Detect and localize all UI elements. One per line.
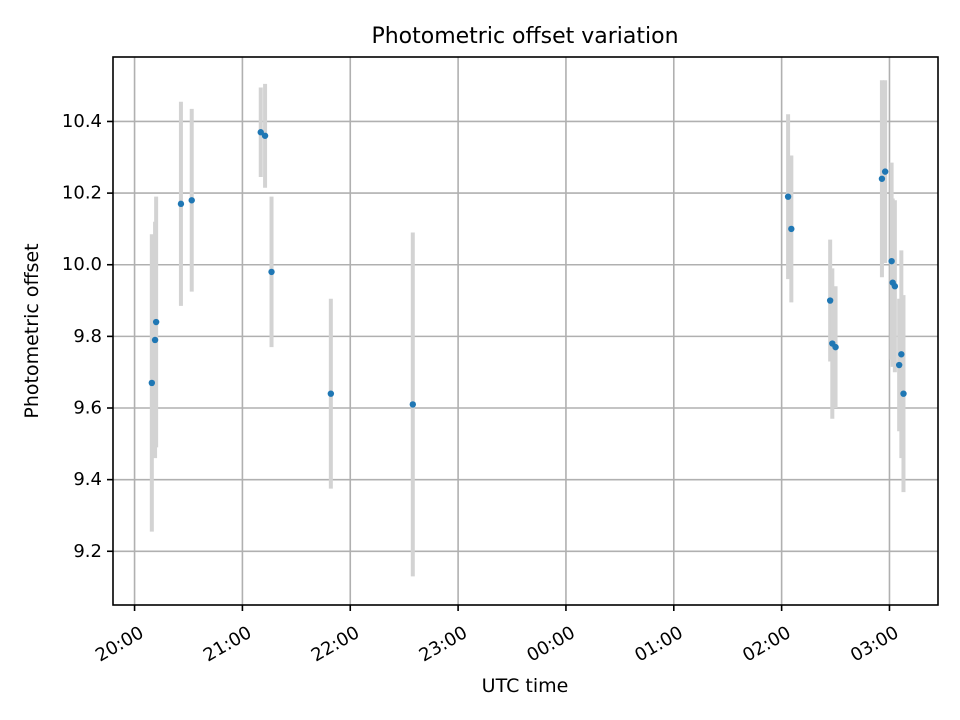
chart-title: Photometric offset variation [371,24,678,49]
y-tick-label: 10.4 [62,111,102,132]
data-point [261,132,269,139]
grid [113,57,938,605]
data-point [152,318,160,326]
data-point [900,390,907,397]
data-point [888,257,895,265]
data-point [826,297,834,304]
data-point [409,401,417,408]
data-point [177,200,185,208]
data-point [895,361,903,369]
y-tick-label: 9.8 [73,326,102,347]
y-tick-label: 9.2 [73,541,102,562]
data-point [148,379,156,387]
y-tick-label: 9.6 [73,398,102,419]
data-point [891,283,899,290]
plot-frame [112,56,939,606]
data-point [878,175,886,182]
y-axis-ticks: 9.2 9.4 9.6 9.8 10.0 10.2 10.4 [62,111,113,562]
data-point [327,390,335,397]
y-tick-label: 10.2 [62,183,102,204]
data-point [784,193,792,200]
data-point [188,197,195,204]
data-point [257,129,264,136]
y-tick-label: 9.4 [73,469,102,490]
y-axis-label: Photometric offset [21,243,43,418]
data-point [788,225,795,233]
x-axis-label: UTC time [482,675,569,697]
data-point [151,336,159,344]
data-point [898,351,905,358]
data-point [268,268,275,276]
y-tick-label: 10.0 [62,254,102,275]
data-point [832,343,839,351]
data-points [148,129,907,408]
data-point [881,168,889,175]
